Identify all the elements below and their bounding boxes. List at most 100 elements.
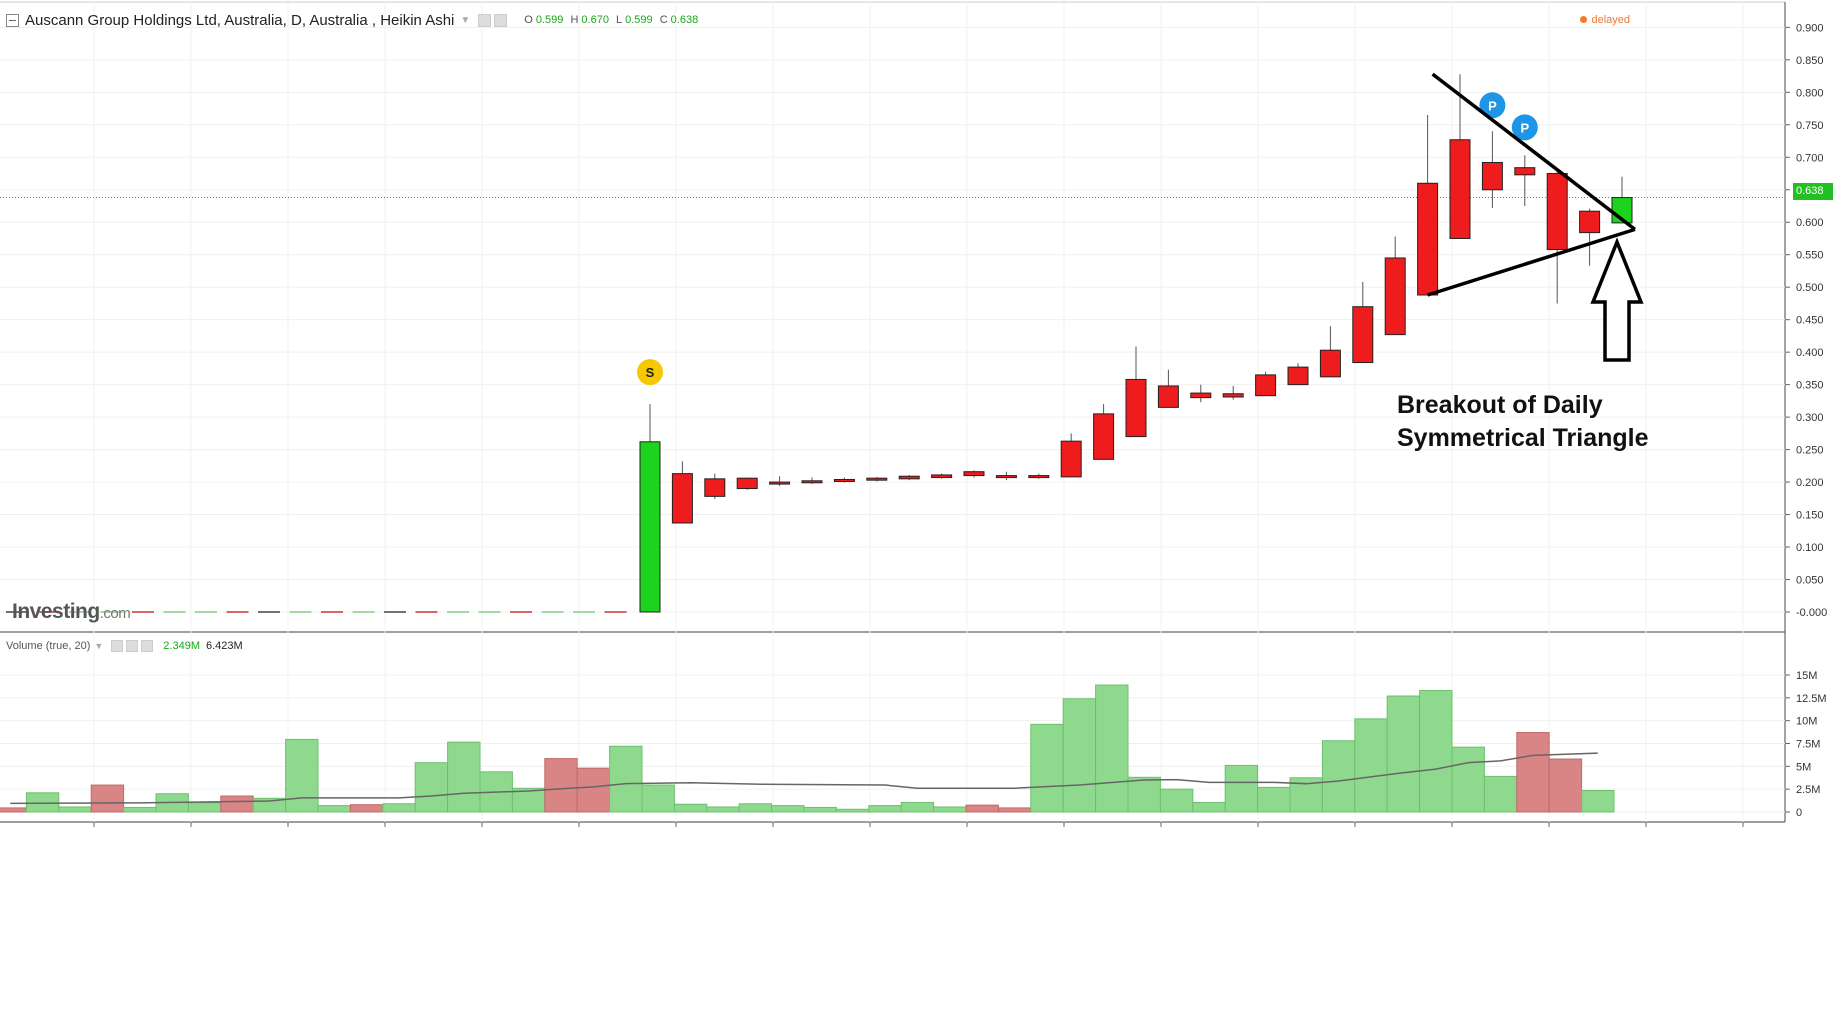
candle-body [1222,393,1244,398]
status-dot-icon [1580,16,1588,23]
ohlc-readout: O 0.599 H 0.670 L 0.599 C 0.638 [520,14,698,26]
candle-body [704,478,726,497]
marker-label: P [1520,120,1529,135]
volume-ma-line [10,752,1598,805]
volume-bar [317,805,351,813]
candle-body [1546,173,1568,251]
volume-tick-label: 0 [1796,807,1802,819]
volume-hide-icon[interactable] [126,640,139,652]
candle-body [1352,306,1374,364]
volume-bar [706,806,740,813]
candle-body [1287,366,1309,386]
candle-body [1481,161,1503,191]
volume-bar [738,803,773,813]
marker-label: P [1488,98,1497,113]
volume-bar [1095,684,1129,813]
volume-tick-label: 15M [1796,670,1817,682]
volume-tick-label: 5M [1796,761,1811,773]
candle-body [1060,440,1082,478]
logo-suffix: .com [99,605,131,622]
volume-close-icon[interactable] [141,640,154,652]
low-value: 0.599 [625,14,653,26]
volume-bar [803,806,837,813]
volume-bar [90,784,125,813]
triangle-lower-line [1427,227,1636,297]
volume-bar [965,804,999,813]
delayed-label: delayed [1591,14,1630,26]
price-tick-label: -0.000 [1796,607,1827,619]
price-tick-label: 0.150 [1796,510,1824,522]
volume-bar [997,807,1032,813]
candle-body [1255,374,1277,397]
price-tick-label: 0.050 [1796,575,1824,587]
candle-body [801,480,823,484]
hide-icon[interactable] [494,13,508,27]
close-key: C [659,14,668,26]
close-value: 0.638 [670,14,699,26]
candle-body [1157,385,1179,408]
price-tick-label: 0.800 [1796,87,1824,99]
volume-bar [1224,764,1259,813]
volume-bar [673,803,708,813]
price-tick-label: 0.300 [1796,412,1824,424]
volume-header: Volume (true, 20) ▼ 2.349M 6.423M [6,640,243,652]
candle-body [995,475,1017,479]
candle-body [671,473,693,524]
price-tick-label: 0.600 [1796,217,1824,229]
price-tick-label: 0.400 [1796,347,1824,359]
volume-tick-label: 7.5M [1796,739,1820,751]
volume-chevron-down-icon[interactable]: ▼ [94,641,104,651]
volume-bar [1354,718,1388,813]
volume-bar [1062,698,1097,813]
annotation-line-2: Symmetrical Triangle [1397,424,1649,452]
price-tick-label: 0.200 [1796,477,1824,489]
open-key: O [524,14,533,26]
chevron-down-icon[interactable]: ▼ [460,14,471,26]
volume-bar [1419,690,1453,813]
volume-bar [1030,723,1064,813]
last-price-label: 0.638 [1793,183,1833,200]
volume-bar [1516,732,1550,813]
price-tick-label: 0.500 [1796,282,1824,294]
volume-bar [447,741,481,813]
low-key: L [616,14,623,26]
open-value: 0.599 [535,14,564,26]
volume-bar [1192,801,1226,813]
marker-label: S [646,365,655,380]
candle-body [963,471,985,477]
price-tick-label: 0.550 [1796,250,1824,262]
volume-bar [771,805,805,813]
volume-tick-label: 2.5M [1796,784,1820,796]
candle-body [866,477,888,481]
volume-bar [1386,695,1421,813]
candle-body [736,477,758,490]
annotation-line-1: Breakout of Daily [1397,391,1603,419]
sell-marker [637,359,663,386]
chart-title: Auscann Group Holdings Ltd, Australia, D… [25,11,455,29]
volume-bar [900,801,935,813]
candle-body [1319,349,1341,378]
volume-title: Volume (true, 20) [6,640,91,652]
candle-body [898,475,920,480]
price-tick-label: 0.100 [1796,542,1824,554]
volume-bar [609,745,643,813]
chart-header: Auscann Group Holdings Ltd, Australia, D… [6,9,698,31]
candle-body [1384,257,1406,336]
volume-bar [1159,788,1194,813]
volume-value: 2.349M [163,640,200,652]
volume-bar [25,792,60,813]
volume-bar [544,758,578,813]
candle-body [931,474,953,479]
volume-bar [382,803,416,813]
collapse-icon[interactable] [6,13,19,27]
candle-body [1417,182,1439,296]
price-tick-label: 0.350 [1796,380,1824,392]
volume-bar [220,795,254,813]
volume-bar [1451,746,1485,813]
volume-bar [868,805,902,813]
settings-icon[interactable] [478,13,492,27]
volume-settings-icon[interactable] [111,640,124,652]
delayed-status: delayed [1580,14,1630,26]
